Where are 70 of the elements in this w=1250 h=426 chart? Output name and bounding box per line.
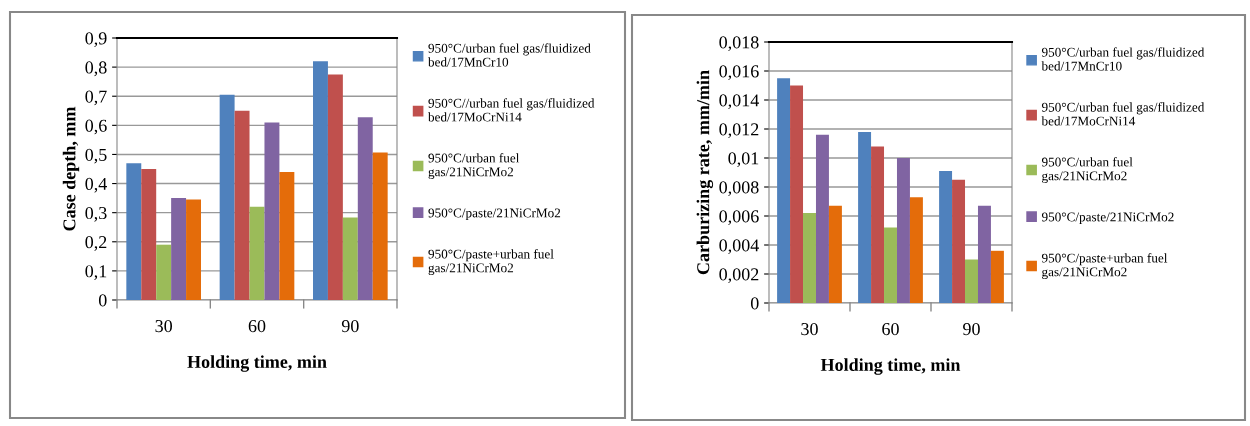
legend-label: 950°C//urban fuel gas/fluidized bed/17MoCrNi14	[427, 98, 595, 122]
x-tick-label: 60	[882, 322, 899, 336]
bar	[871, 146, 885, 303]
bar	[372, 152, 388, 300]
legend-label: 950°C/urban fuel gas/21NiCrMo2	[1041, 157, 1133, 183]
bar	[952, 179, 966, 303]
bar	[219, 94, 235, 300]
y-axis-title: Carburizing rate, mm/min	[696, 70, 714, 275]
bar	[171, 198, 187, 300]
bar	[884, 227, 897, 303]
bar	[939, 171, 953, 303]
y-tick-label: 0,9	[85, 32, 107, 48]
y-tick-label: 0,5	[85, 148, 107, 164]
x-tick-label: 60	[248, 319, 266, 333]
y-tick-label: 0,4	[85, 177, 107, 193]
bar	[828, 205, 842, 303]
legend-label: 950°C/urban fuel gas/fluidized bed/17MnCr10	[427, 43, 591, 67]
legend-label: 950°C/paste/21NiCrMo2	[1041, 212, 1174, 225]
bar	[909, 197, 923, 303]
bar	[815, 134, 829, 303]
y-tick-label: 0,014	[719, 94, 759, 110]
y-tick-label: 0,006	[719, 210, 759, 226]
y-tick-label: 0,01	[728, 152, 759, 168]
bar	[313, 61, 328, 300]
y-tick-label: 0,6	[85, 119, 107, 135]
x-tick-label: 90	[963, 322, 980, 336]
y-tick-label: 0,3	[85, 206, 107, 222]
bar	[965, 259, 978, 303]
bar	[790, 85, 804, 303]
y-tick-label: 0,1	[85, 265, 107, 280]
bar	[342, 217, 358, 300]
bar	[249, 206, 265, 300]
y-tick-label: 0,004	[719, 239, 759, 255]
x-tick-label: 90	[341, 319, 359, 333]
bar	[990, 250, 1004, 303]
legend-label: 950°C/paste+urban fuel gas/21NiCrMo2	[428, 249, 554, 276]
x-tick-label: 30	[155, 319, 173, 333]
bar	[977, 205, 991, 303]
bar	[234, 110, 250, 300]
bar	[896, 158, 910, 303]
bar	[141, 169, 157, 300]
bar	[279, 171, 295, 300]
legend-label: 950°C/urban fuel gas/fluidized bed/17MoCrNi14	[1041, 102, 1205, 126]
bar	[327, 74, 343, 300]
y-tick-label: 0,018	[719, 36, 759, 52]
y-tick-label: 0	[98, 294, 107, 307]
y-tick-label: 0,012	[719, 123, 759, 139]
bar	[803, 213, 816, 303]
y-tick-label: 0,002	[719, 268, 759, 284]
bar	[357, 117, 373, 300]
x-tick-label: 30	[801, 322, 818, 336]
y-tick-label: 0,8	[85, 61, 107, 77]
legend-label: 950°C/paste/21NiCrMo2	[428, 208, 561, 221]
bar	[126, 163, 142, 300]
y-tick-label: 0,016	[719, 65, 759, 81]
legend-label: 950°C/urban fuel gas/21NiCrMo2	[428, 153, 520, 179]
y-tick-label: 0,7	[85, 90, 107, 106]
y-axis-title: Case depth, mm	[62, 106, 80, 231]
bar	[777, 78, 791, 303]
y-tick-label: 0,008	[719, 181, 759, 197]
x-axis-title: Holding time, min	[820, 358, 961, 375]
bar	[186, 199, 201, 300]
bar	[858, 131, 872, 303]
x-axis-title: Holding time, min	[187, 355, 327, 372]
bar	[156, 244, 172, 300]
y-tick-label: 0,2	[85, 236, 107, 251]
legend-label: 950°C/paste+urban fuel gas/21NiCrMo2	[1041, 253, 1168, 280]
y-tick-label: 0	[750, 297, 759, 310]
legend-label: 950°C/urban fuel gas/fluidized bed/17MnCr10	[1041, 47, 1205, 71]
bar	[264, 122, 280, 300]
